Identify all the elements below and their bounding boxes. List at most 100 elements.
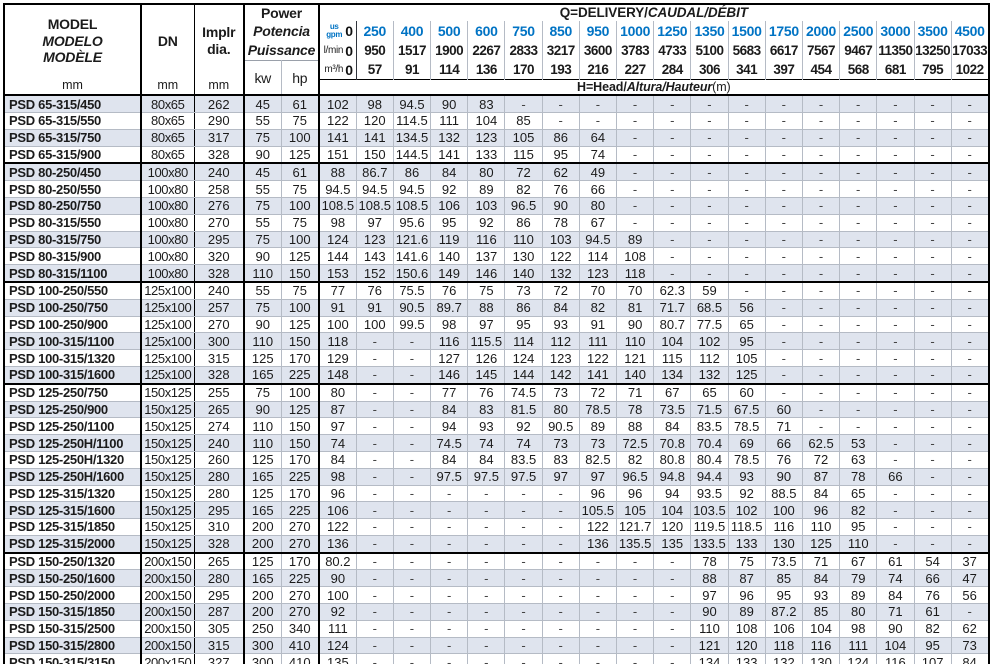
head-value-cell: 37 xyxy=(950,551,989,571)
head-value-cell: 105 xyxy=(727,349,766,367)
usgpm-value: 850 xyxy=(541,20,580,41)
head-value-cell: - xyxy=(839,213,878,232)
head-value-cell: 112 xyxy=(690,349,729,367)
head-value-cell: 73 xyxy=(541,434,580,452)
head-value-cell: 141 xyxy=(355,128,394,147)
head-value-cell: 54 xyxy=(913,551,952,571)
head-value-cell: - xyxy=(615,619,655,638)
m3h-value: 681 xyxy=(876,60,914,80)
head-value-cell: - xyxy=(801,298,841,317)
head-value-cell: 74 xyxy=(504,434,543,452)
head-value-cell: 144 xyxy=(504,365,543,385)
usgpm-value: 2000 xyxy=(801,20,840,41)
kw-cell: 110 xyxy=(243,264,282,283)
head-value-cell: - xyxy=(913,264,952,283)
head-value-cell: 107 xyxy=(913,653,952,664)
head-value-cell: - xyxy=(504,619,543,638)
head-value-cell: - xyxy=(913,230,952,249)
dn-cell: 80x65 xyxy=(140,111,195,130)
model-cell: PSD 80-315/900 xyxy=(4,247,142,266)
table-row: PSD 125-250/750 150x125 255 75 100 80- -77 76 74… xyxy=(4,382,989,402)
hp-cell: 125 xyxy=(280,247,320,266)
head-value-cell: - xyxy=(615,213,655,232)
head-value-cell: - xyxy=(467,484,506,503)
head-value-cell: 74.5 xyxy=(504,382,543,402)
head-value-cell: - xyxy=(876,280,915,300)
head-value-cell: - xyxy=(430,653,469,664)
dn-cell: 125x100 xyxy=(140,298,195,317)
head-value-cell: 83.5 xyxy=(504,450,543,469)
model-cell: PSD 150-315/2800 xyxy=(4,636,142,655)
head-value-cell: 94.5 xyxy=(355,180,394,198)
head-value-cell: - xyxy=(839,180,878,198)
head-value-cell: - xyxy=(950,264,989,283)
head-value-cell: 80 xyxy=(541,400,580,419)
head-value-cell: - xyxy=(430,501,469,520)
head-value-cell: - xyxy=(430,619,469,638)
hp-cell: 150 xyxy=(280,264,320,283)
head-value-cell: 134.5 xyxy=(392,128,432,147)
head-value-cell: 80.7 xyxy=(653,315,692,334)
head-title-italic: Altura/Hauteur xyxy=(626,80,713,95)
head-value-cell: - xyxy=(839,280,878,300)
head-value-cell: 71 xyxy=(876,603,915,621)
head-value-cell: - xyxy=(392,501,432,520)
hp-cell: 75 xyxy=(280,180,320,198)
head-value-cell: 88 xyxy=(690,569,729,588)
head-value-cell: 83 xyxy=(467,94,506,113)
head-value-cell: - xyxy=(913,365,952,385)
impeller-dia-cell: 310 xyxy=(193,518,245,536)
head-value-cell: - xyxy=(392,569,432,588)
table-row: PSD 150-250/1320 200x150 265 125 170 80.2- - - -… xyxy=(4,551,989,571)
head-value-cell: - xyxy=(615,145,655,164)
head-value-cell: - xyxy=(541,551,580,571)
head-value-cell: 136 xyxy=(318,534,357,554)
impeller-dia-cell: 300 xyxy=(193,332,245,351)
head-value-cell: - xyxy=(653,636,692,655)
dn-cell: 80x65 xyxy=(140,94,195,113)
head-value-cell: - xyxy=(727,128,766,147)
head-value-cell: - xyxy=(392,417,432,436)
head-value-cell: 135.5 xyxy=(615,534,655,554)
head-value-cell: - xyxy=(876,450,915,469)
head-value-cell: - xyxy=(392,484,432,503)
head-value-cell: 141.6 xyxy=(392,247,432,266)
kw-cell: 125 xyxy=(243,450,282,469)
head-value-cell: - xyxy=(764,247,803,266)
model-cell: PSD 150-250/1600 xyxy=(4,569,142,588)
model-cell: PSD 125-250/1100 xyxy=(4,417,142,436)
head-value-cell: 125 xyxy=(727,365,766,385)
head-value-cell: 66 xyxy=(876,467,915,486)
head-value-cell: 97.5 xyxy=(467,467,506,486)
hp-cell: 225 xyxy=(280,467,320,486)
head-value-cell: - xyxy=(504,94,543,113)
hp-cell: 170 xyxy=(280,484,320,503)
head-value-cell: 100 xyxy=(318,315,357,334)
head-value-cell: - xyxy=(801,315,841,334)
head-value-cell: - xyxy=(430,569,469,588)
head-value-cell: 97 xyxy=(541,467,580,486)
head-value-cell: 111 xyxy=(430,111,469,130)
model-cell: PSD 80-250/550 xyxy=(4,180,142,198)
head-value-cell: - xyxy=(913,280,952,300)
head-value-cell: 145 xyxy=(467,365,506,385)
head-value-cell: - xyxy=(876,315,915,334)
m3h-value: 397 xyxy=(764,60,803,80)
table-row: PSD 80-315/900 100x80 320 90 125 144 143 141.6 1… xyxy=(4,247,989,266)
model-cell: PSD 65-315/450 xyxy=(4,94,142,113)
head-value-cell: 90 xyxy=(690,603,729,621)
head-value-cell: - xyxy=(913,417,952,436)
table-row: PSD 100-315/1320 125x100 315 125 170 129- -127… xyxy=(4,349,989,367)
head-value-cell: - xyxy=(839,400,878,419)
head-value-cell: 125 xyxy=(801,534,841,554)
dn-cell: 125x100 xyxy=(140,365,195,385)
head-value-cell: - xyxy=(467,518,506,536)
head-value-cell: 84 xyxy=(467,450,506,469)
head-value-cell: 112 xyxy=(541,332,580,351)
head-value-cell: 121 xyxy=(615,349,655,367)
head-value-cell: - xyxy=(653,180,692,198)
usgpm-value: 3000 xyxy=(876,20,914,41)
model-label-es: MODELO xyxy=(42,32,103,49)
head-value-cell: - xyxy=(801,128,841,147)
head-value-cell: - xyxy=(392,619,432,638)
